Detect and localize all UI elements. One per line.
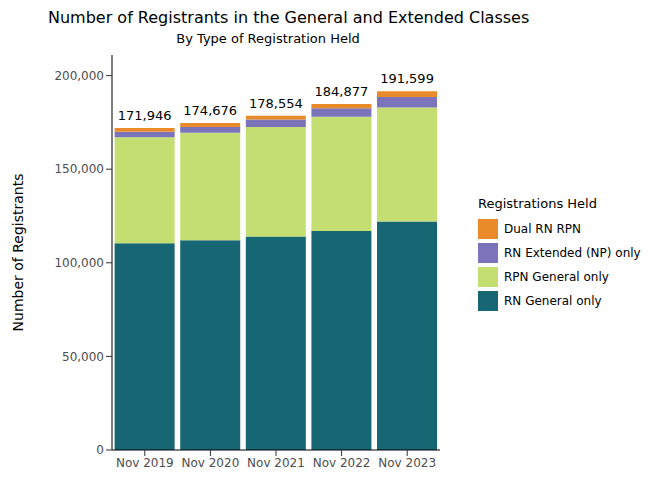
svg-text:Nov 2022: Nov 2022 — [313, 456, 371, 470]
svg-text:174,676: 174,676 — [183, 103, 237, 118]
html-text:RN Extended (NP) only: RN Extended (NP) only — [504, 246, 641, 260]
svg-text:50,000: 50,000 — [62, 350, 104, 364]
svg-text:0: 0 — [96, 443, 104, 457]
svg-text:Number of Registrants: Number of Registrants — [10, 174, 26, 332]
svg-text:184,877: 184,877 — [315, 84, 369, 99]
html-text:Registrations Held: Registrations Held — [478, 196, 597, 211]
svg-text:191,599: 191,599 — [380, 71, 434, 86]
svg-text:Nov 2020: Nov 2020 — [182, 456, 240, 470]
html-text:By Type of Registration Held: By Type of Registration Held — [176, 31, 360, 46]
html-text:Number of Registrants in the G: Number of Registrants in the General and… — [48, 8, 530, 27]
svg-text:Nov 2021: Nov 2021 — [247, 456, 305, 470]
svg-text:Nov 2023: Nov 2023 — [378, 456, 436, 470]
svg-text:178,554: 178,554 — [249, 96, 303, 111]
svg-text:Nov 2019: Nov 2019 — [116, 456, 174, 470]
html-text:RPN General only: RPN General only — [504, 270, 609, 284]
html-text:RN General only: RN General only — [504, 294, 602, 308]
svg-text:100,000: 100,000 — [54, 256, 104, 270]
svg-text:200,000: 200,000 — [54, 69, 104, 83]
html-text:Dual RN RPN: Dual RN RPN — [504, 222, 581, 236]
svg-text:150,000: 150,000 — [54, 162, 104, 176]
svg-text:171,946: 171,946 — [118, 108, 172, 123]
